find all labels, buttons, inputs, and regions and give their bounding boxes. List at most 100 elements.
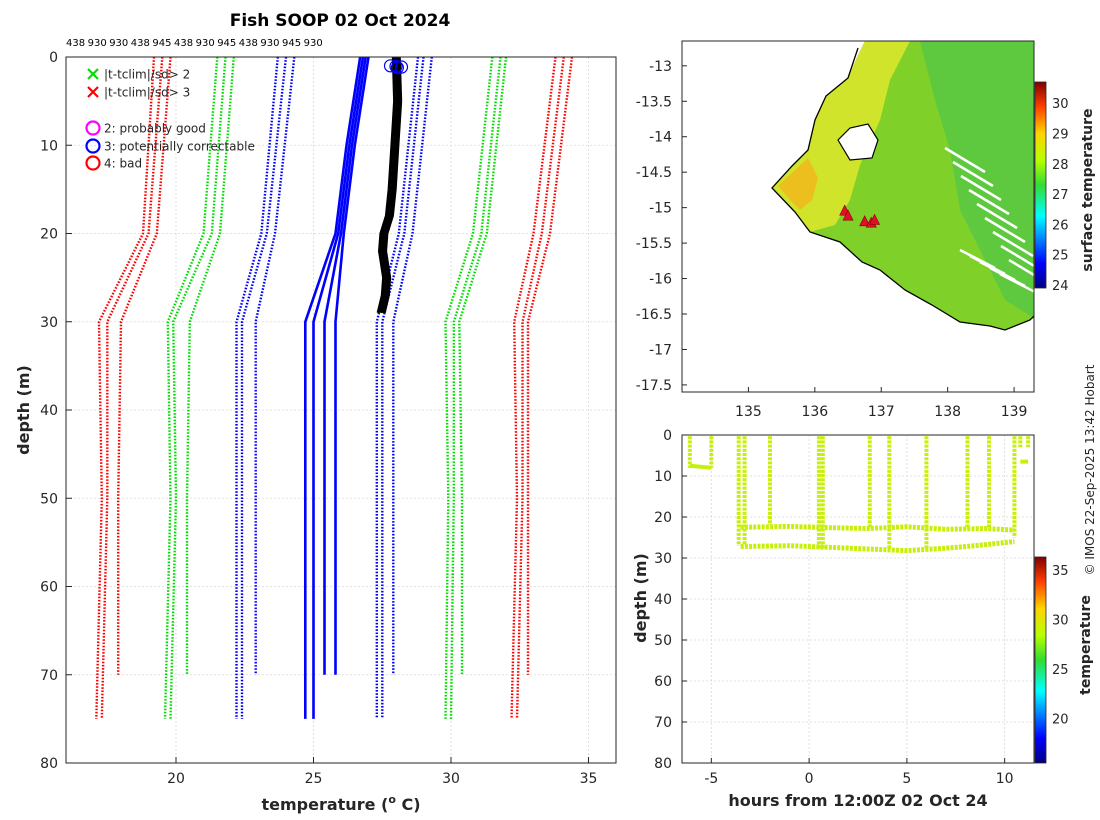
top-label-4: 945 — [152, 38, 171, 49]
top-label-0: 438 — [66, 38, 85, 49]
section-y-tick-0: 0 — [663, 428, 672, 444]
section-layer-upper — [740, 523, 1015, 533]
observed-black-profile-3 — [381, 56, 401, 314]
section-y-label: depth (m) — [631, 553, 650, 643]
legend-label-1: |t-tclim|/sd> 3 — [104, 86, 190, 100]
section-colorbar-ticks: 20 25 30 35 — [1052, 564, 1069, 728]
section-cbar-tick-35: 35 — [1052, 564, 1069, 579]
top-label-1: 930 — [88, 38, 107, 49]
clim-curve-0-0 — [95, 56, 156, 719]
map-y-tick-9: -17.5 — [636, 378, 672, 394]
top-label-10: 945 — [282, 38, 301, 49]
cloud-streaks — [944, 146, 1034, 293]
map-x-tick-135: 135 — [735, 404, 762, 420]
observed-black-profile-1 — [382, 56, 403, 314]
section-x-tick-5: 5 — [902, 771, 911, 787]
profile-y-tick-0: 0 — [49, 50, 58, 66]
profile-x-label: temperature (o C) — [261, 793, 420, 814]
map-cbar-tick-30: 30 — [1052, 97, 1069, 112]
figure-title: Fish SOOP 02 Oct 2024 — [230, 11, 451, 31]
profile-y-tick-20: 20 — [40, 227, 58, 243]
map-field — [771, 41, 1034, 331]
map-y-tick-1: -13.5 — [636, 94, 672, 110]
profile-y-tick-40: 40 — [40, 403, 58, 419]
profile-y-label: depth (m) — [14, 365, 33, 455]
map-cbar-tick-25: 25 — [1052, 249, 1069, 264]
profile-top-labels: 438 930 930 438 945 438 930 945 438 930 945 930 — [66, 38, 323, 49]
clim-curve-1-3 — [444, 56, 494, 719]
top-label-2: 930 — [109, 38, 128, 49]
top-label-11: 930 — [304, 38, 323, 49]
map-y-tick-3: -14.5 — [636, 165, 672, 181]
top-label-7: 945 — [217, 38, 236, 49]
legend-marker-4 — [85, 155, 101, 171]
clim-curve-2-1 — [240, 56, 288, 719]
section-colorbar-label: temperature — [1078, 595, 1094, 695]
clim-curve-0-4 — [515, 56, 565, 719]
map-colorbar — [1034, 81, 1047, 289]
section-y-tick-60: 60 — [654, 674, 672, 690]
legend-label-4: 4: bad — [104, 157, 142, 171]
section-layer-lower — [740, 539, 1015, 554]
station-marker-2 — [859, 215, 871, 227]
map-x-tick-136: 136 — [801, 404, 828, 420]
clim-curve-1-5 — [458, 56, 508, 675]
legend-marker-0 — [87, 68, 99, 80]
flag-marker-1 — [389, 59, 403, 74]
section-y-tick-80: 80 — [654, 756, 672, 772]
clim-curve-0-2 — [116, 56, 172, 675]
clim-curve-0-3 — [510, 56, 557, 719]
legend-label-3: 3: potentially correctable — [104, 140, 255, 154]
map-cbar-tick-24: 24 — [1052, 279, 1069, 294]
map-x-tick-138: 138 — [934, 404, 961, 420]
flag-marker-0 — [383, 59, 398, 73]
profile-plot-area — [66, 57, 616, 763]
map-x-tick-139: 139 — [1001, 404, 1028, 420]
profile-x-tick-30: 30 — [442, 771, 460, 787]
sst-map: 135 136 137 138 139 -13 -13.5 -14 -14.5 -15 -15.5 -… — [636, 40, 1096, 420]
map-cbar-tick-29: 29 — [1052, 128, 1069, 143]
coastline — [771, 47, 1034, 331]
profile-x-tick-20: 20 — [167, 771, 185, 787]
map-frame — [681, 40, 1035, 393]
observed-black-profile-2 — [376, 56, 397, 314]
section-y-tick-50: 50 — [654, 633, 672, 649]
map-cbar-tick-26: 26 — [1052, 218, 1069, 233]
map-colorbar-ticks: 24 25 26 27 28 29 30 — [1052, 97, 1069, 294]
top-label-8: 438 — [239, 38, 258, 49]
clim-curve-2-3 — [375, 56, 420, 719]
flag-marker-2 — [394, 60, 409, 74]
profile-x-label-sup: o — [388, 793, 396, 806]
section-cbar-tick-25: 25 — [1052, 663, 1069, 678]
profile-x-tick-35: 35 — [580, 771, 598, 787]
legend-label-2: 2: probably good — [104, 122, 206, 136]
profile-x-label-pre: temperature ( — [261, 795, 388, 814]
depth-time-section: -5 0 5 10 0 10 20 30 40 50 60 70 80 20 25 30 35 hours f… — [631, 428, 1094, 810]
observed-blue-profile-1 — [312, 56, 365, 719]
legend-marker-3 — [85, 138, 101, 154]
clim-curve-2-4 — [381, 56, 425, 719]
section-x-tick--5: -5 — [704, 771, 718, 787]
top-label-6: 930 — [196, 38, 215, 49]
section-x-label: hours from 12:00Z 02 Oct 24 — [728, 791, 987, 810]
profile-legend: |t-tclim|/sd> 2 |t-tclim|/sd> 3 2: probabl… — [85, 68, 255, 171]
section-y-tick-70: 70 — [654, 715, 672, 731]
map-x-tick-137: 137 — [868, 404, 895, 420]
profile-data — [95, 56, 574, 719]
section-ticks: -5 0 5 10 0 10 20 30 40 50 60 70 80 — [654, 428, 1013, 787]
credit-text: © IMOS 22-Sep-2025 13:42 Hobart — [1083, 364, 1097, 575]
profile-ticks: 20 25 30 35 0 10 20 30 40 50 60 70 80 — [40, 50, 597, 787]
section-bridge-left — [689, 463, 712, 470]
profile-y-tick-30: 30 — [40, 315, 58, 331]
legend-marker-2 — [85, 120, 101, 136]
clim-curve-1-4 — [449, 56, 502, 719]
section-y-tick-20: 20 — [654, 510, 672, 526]
map-y-tick-7: -16.5 — [636, 307, 672, 323]
map-y-tick-2: -14 — [649, 130, 672, 146]
observed-blue-profile-0 — [303, 56, 362, 719]
profile-y-tick-10: 10 — [40, 138, 58, 154]
section-y-tick-30: 30 — [654, 551, 672, 567]
section-x-tick-10: 10 — [996, 771, 1014, 787]
sst-orange-patch — [778, 158, 818, 210]
